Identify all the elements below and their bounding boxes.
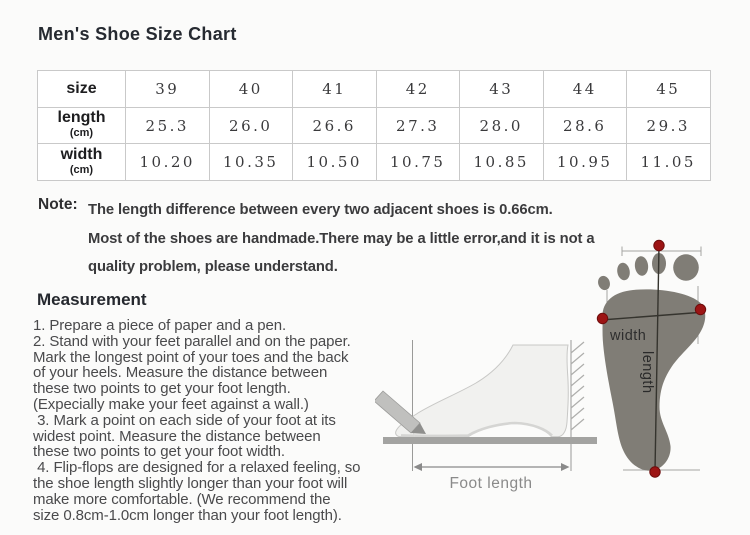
length-cell: 28.0 xyxy=(459,107,544,144)
width-cell: 10.35 xyxy=(208,143,293,181)
measurement-instructions: 1. Prepare a piece of paper and a pen. 2… xyxy=(33,317,361,524)
row-header-width: width (cm) xyxy=(37,143,126,181)
length-label: length xyxy=(639,351,655,394)
row-header-width-label: width xyxy=(60,145,103,163)
row-header-size: size xyxy=(37,70,126,108)
page-title: Men's Shoe Size Chart xyxy=(38,24,237,44)
row-header-length: length (cm) xyxy=(37,107,126,144)
width-cell: 10.20 xyxy=(125,143,210,181)
size-cell: 42 xyxy=(375,70,460,108)
footprint-sole-shape xyxy=(602,289,706,471)
table-row-size: size 39 40 41 42 43 44 45 xyxy=(37,70,711,108)
ground-bar xyxy=(383,437,597,444)
size-cell: 39 xyxy=(125,70,210,108)
marker-dot-heel xyxy=(649,466,661,478)
footprint-toe xyxy=(634,256,649,276)
foot-side-silhouette xyxy=(395,344,569,438)
width-cell: 10.50 xyxy=(292,143,377,181)
row-header-width-unit: (cm) xyxy=(69,163,94,176)
pen-tip-icon xyxy=(411,423,426,434)
size-cell: 41 xyxy=(292,70,377,108)
row-header-length-unit: (cm) xyxy=(69,127,94,139)
footprint-big-toe xyxy=(673,254,699,281)
marker-dot-left xyxy=(596,312,609,325)
length-cell: 26.6 xyxy=(292,107,377,144)
measurement-heading: Measurement xyxy=(37,290,147,309)
note-label: Note: xyxy=(38,196,78,213)
size-cell: 44 xyxy=(542,70,627,108)
width-cell: 10.75 xyxy=(375,143,460,181)
sole-shading xyxy=(400,421,553,438)
width-label: width xyxy=(609,328,646,344)
length-measure-line xyxy=(654,244,660,472)
length-cell: 27.3 xyxy=(375,107,460,144)
length-cell: 28.6 xyxy=(542,107,627,144)
size-cell: 43 xyxy=(459,70,544,108)
foot-side-view-diagram: Foot length xyxy=(375,340,597,492)
width-measure-line xyxy=(600,311,706,321)
width-cell: 10.95 xyxy=(542,143,627,181)
footprint-diagram: width length xyxy=(596,239,707,478)
length-cell: 25.3 xyxy=(125,107,210,144)
foot-length-label: Foot length xyxy=(449,475,532,492)
footprint-toe-small xyxy=(598,275,610,291)
measurement-diagram: Foot length width length xyxy=(375,239,707,492)
footprint-toe xyxy=(617,262,630,281)
row-header-length-label: length xyxy=(57,109,106,126)
table-row-length: length (cm) 25.3 26.0 26.6 27.3 28.0 28.… xyxy=(37,107,711,144)
pen-icon xyxy=(375,390,421,434)
size-cell: 45 xyxy=(626,70,711,108)
size-chart-table: size 39 40 41 42 43 44 45 length (cm) 25… xyxy=(37,70,711,181)
width-cell: 10.85 xyxy=(459,143,544,181)
length-cell: 29.3 xyxy=(626,107,711,144)
measure-tick-lines xyxy=(606,246,702,471)
arrow-right-head-icon xyxy=(561,463,570,471)
size-cell: 40 xyxy=(208,70,293,108)
length-cell: 26.0 xyxy=(208,107,293,144)
marker-dot-toe xyxy=(653,239,665,252)
table-row-width: width (cm) 10.20 10.35 10.50 10.75 10.85… xyxy=(37,143,711,181)
marker-dot-right xyxy=(694,303,707,316)
arrow-left-head-icon xyxy=(413,463,422,471)
row-header-size-label: size xyxy=(66,80,97,97)
note-text: The length difference between every two … xyxy=(88,202,595,275)
wall-hatching xyxy=(570,341,585,431)
width-cell: 11.05 xyxy=(626,143,711,181)
